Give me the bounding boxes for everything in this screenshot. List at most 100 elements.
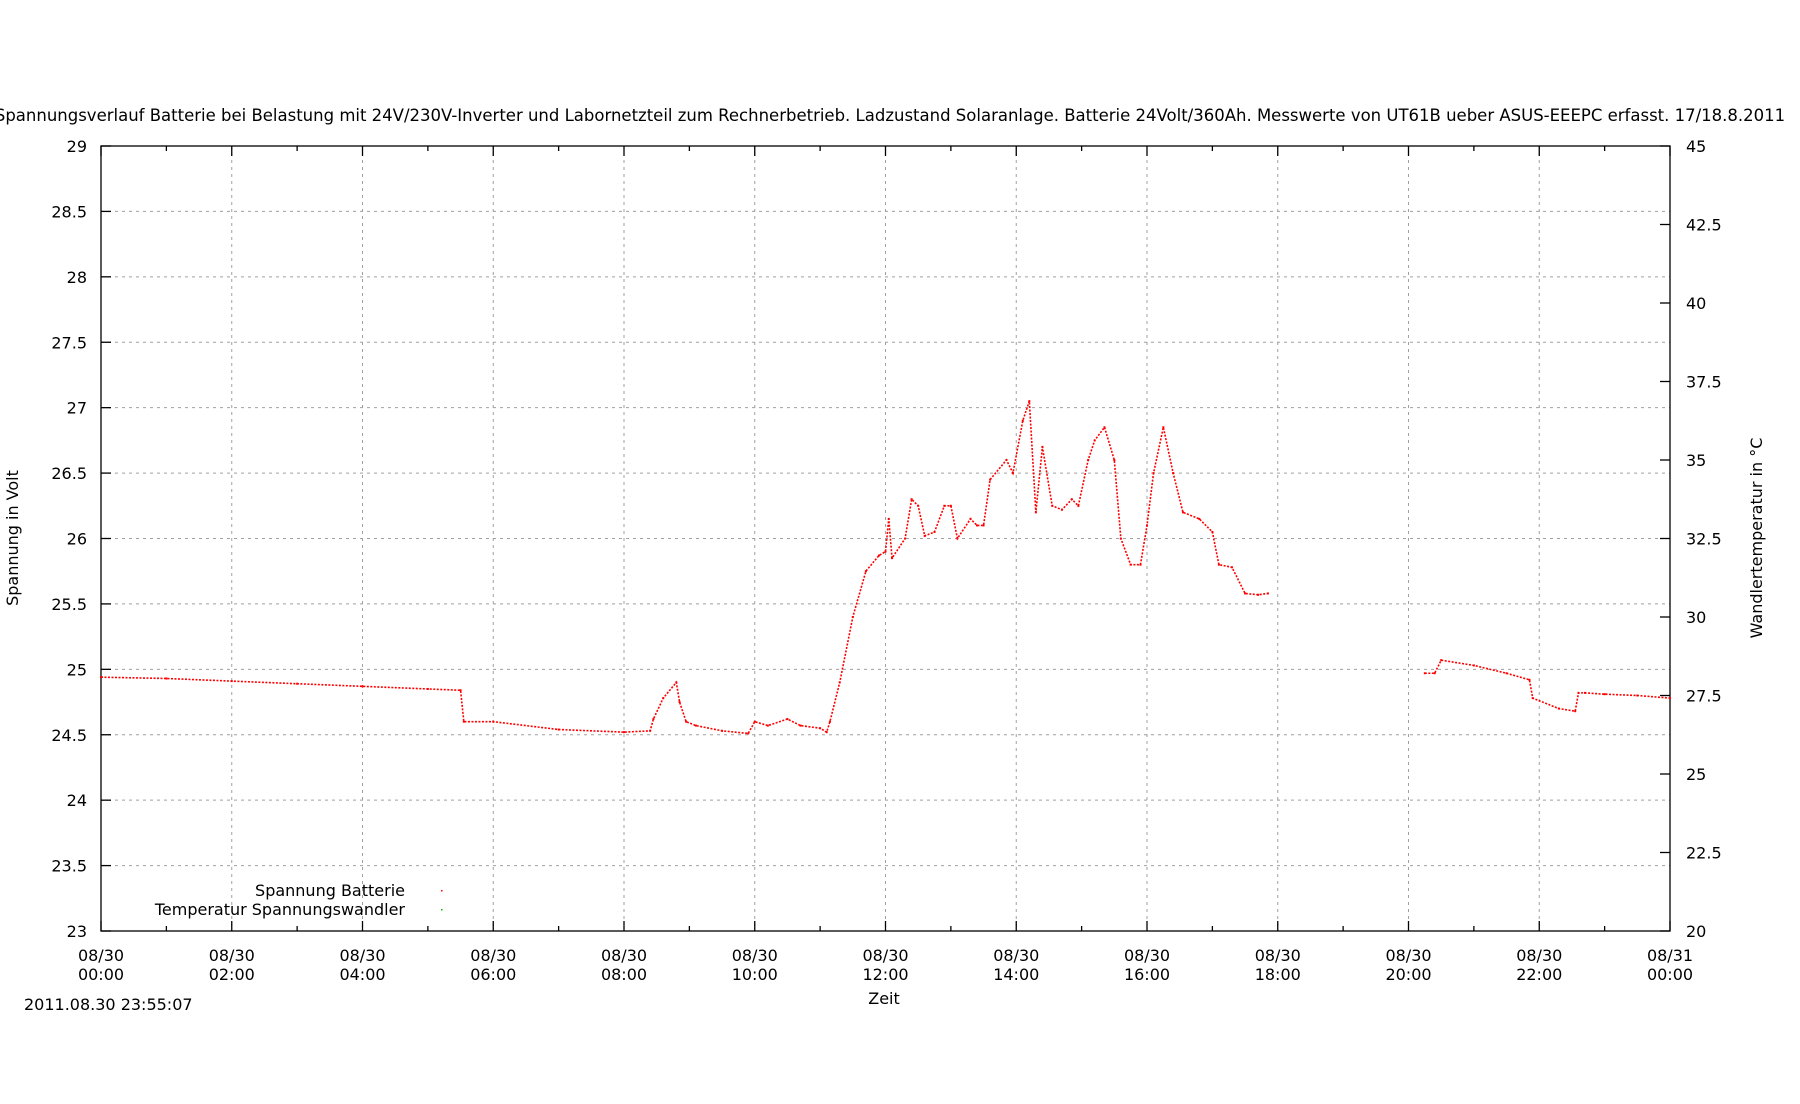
y2-tick-label: 40: [1686, 294, 1706, 313]
y-tick-label: 26: [67, 530, 87, 549]
data-point: [361, 685, 364, 688]
y-tick-label: 27: [67, 399, 87, 418]
x-tick-date: 08/30: [1385, 946, 1431, 965]
x-tick-date: 08/30: [1255, 946, 1301, 965]
data-point: [678, 701, 681, 704]
x-tick-time: 12:00: [862, 965, 908, 984]
x-tick-date: 08/30: [732, 946, 778, 965]
series-layer: [100, 400, 1671, 735]
legend: Spannung Batterie Temperatur Spannungswa…: [154, 881, 443, 919]
data-point: [1113, 459, 1116, 461]
data-point: [1244, 592, 1247, 595]
data-point: [891, 557, 894, 560]
data-point: [949, 504, 952, 507]
x-tick-time: 04:00: [339, 965, 385, 984]
data-point: [1440, 659, 1443, 662]
data-point: [1198, 517, 1201, 520]
x-tick-date: 08/30: [339, 946, 385, 965]
data-point: [462, 720, 465, 723]
y2-tick-label: 30: [1686, 608, 1706, 627]
series-line-segment: [1424, 659, 1671, 713]
data-point: [864, 570, 867, 573]
y-tick-label: 23: [67, 922, 87, 941]
x-tick-date: 08/30: [78, 946, 124, 965]
x-tick-date: 08/31: [1647, 946, 1693, 965]
x-tick-date: 08/30: [1516, 946, 1562, 965]
data-point: [623, 731, 625, 734]
legend-label-voltage: Spannung Batterie: [255, 881, 405, 900]
axis-ticks: 23 23.5 24 24.5 25 25.5 26 26.5 27 27.5 28 28.5 29 20…: [51, 137, 1721, 984]
x-tick-time: 20:00: [1385, 965, 1431, 984]
legend-marker-voltage: [441, 890, 443, 892]
y2-tick-label: 42.5: [1686, 216, 1722, 235]
data-point: [1603, 693, 1606, 696]
data-point: [685, 720, 688, 723]
data-point: [877, 554, 880, 557]
data-point: [766, 724, 769, 727]
y2-tick-label: 37.5: [1686, 373, 1722, 392]
data-point: [989, 478, 992, 481]
x-tick-time: 14:00: [993, 965, 1039, 984]
data-point: [1574, 710, 1577, 713]
y-tick-label: 29: [67, 137, 87, 156]
x-tick-time: 00:00: [1647, 965, 1693, 984]
y2-axis-label: Wandlertemperatur in °C: [1747, 438, 1766, 639]
grid: [101, 146, 1670, 931]
x-tick-date: 08/30: [1124, 946, 1170, 965]
plot-frame: [100, 145, 1671, 932]
y-tick-label: 28: [67, 268, 87, 287]
x-tick-time: 08:00: [601, 965, 647, 984]
data-point: [982, 524, 985, 527]
x-tick-date: 08/30: [601, 946, 647, 965]
y-tick-label: 23.5: [51, 857, 87, 876]
data-point: [1162, 426, 1165, 429]
y-tick-label: 25: [67, 660, 87, 679]
x-tick-time: 18:00: [1255, 965, 1301, 984]
x-tick-time: 06:00: [470, 965, 516, 984]
data-point: [753, 720, 756, 723]
data-point: [1528, 678, 1531, 681]
x-axis-label: Zeit: [868, 989, 900, 1008]
y2-tick-label: 45: [1686, 137, 1706, 156]
x-tick-time: 00:00: [78, 965, 124, 984]
y2-tick-label: 25: [1686, 765, 1706, 784]
timestamp: 2011.08.30 23:55:07: [24, 995, 193, 1014]
x-tick-date: 08/30: [470, 946, 516, 965]
data-point: [828, 720, 831, 723]
data-point: [1181, 511, 1184, 514]
y-tick-label: 24: [67, 791, 87, 810]
y-tick-label: 27.5: [51, 333, 87, 352]
data-point: [459, 689, 462, 692]
y-tick-label: 24.5: [51, 726, 87, 745]
y2-tick-label: 27.5: [1686, 687, 1722, 706]
series-line-segment: [100, 400, 1269, 735]
y-tick-label: 26.5: [51, 464, 87, 483]
data-point: [1028, 400, 1031, 403]
x-tick-time: 10:00: [732, 965, 778, 984]
data-point: [1103, 426, 1106, 429]
chart-title: Spannungsverlauf Batterie bei Belastung …: [0, 106, 1785, 125]
x-tick-time: 22:00: [1516, 965, 1562, 984]
data-point: [694, 724, 697, 727]
x-tick-date: 08/30: [862, 946, 908, 965]
y2-tick-label: 20: [1686, 922, 1706, 941]
legend-label-temperature: Temperatur Spannungswandler: [154, 900, 406, 919]
data-point: [884, 550, 887, 553]
data-point: [1217, 563, 1220, 566]
data-point: [976, 524, 979, 527]
data-point: [652, 718, 655, 721]
x-tick-date: 08/30: [209, 946, 255, 965]
y-axis-label: Spannung in Volt: [3, 470, 22, 606]
data-point: [799, 724, 802, 727]
legend-marker-temperature: [441, 909, 443, 911]
data-point: [1021, 419, 1024, 422]
data-point: [165, 677, 168, 680]
x-tick-date: 08/30: [993, 946, 1039, 965]
data-point: [1433, 672, 1436, 675]
y-tick-label: 25.5: [51, 595, 87, 614]
y2-tick-label: 22.5: [1686, 844, 1722, 863]
data-point: [747, 732, 750, 735]
y2-tick-label: 35: [1686, 451, 1706, 470]
data-point: [910, 498, 913, 501]
